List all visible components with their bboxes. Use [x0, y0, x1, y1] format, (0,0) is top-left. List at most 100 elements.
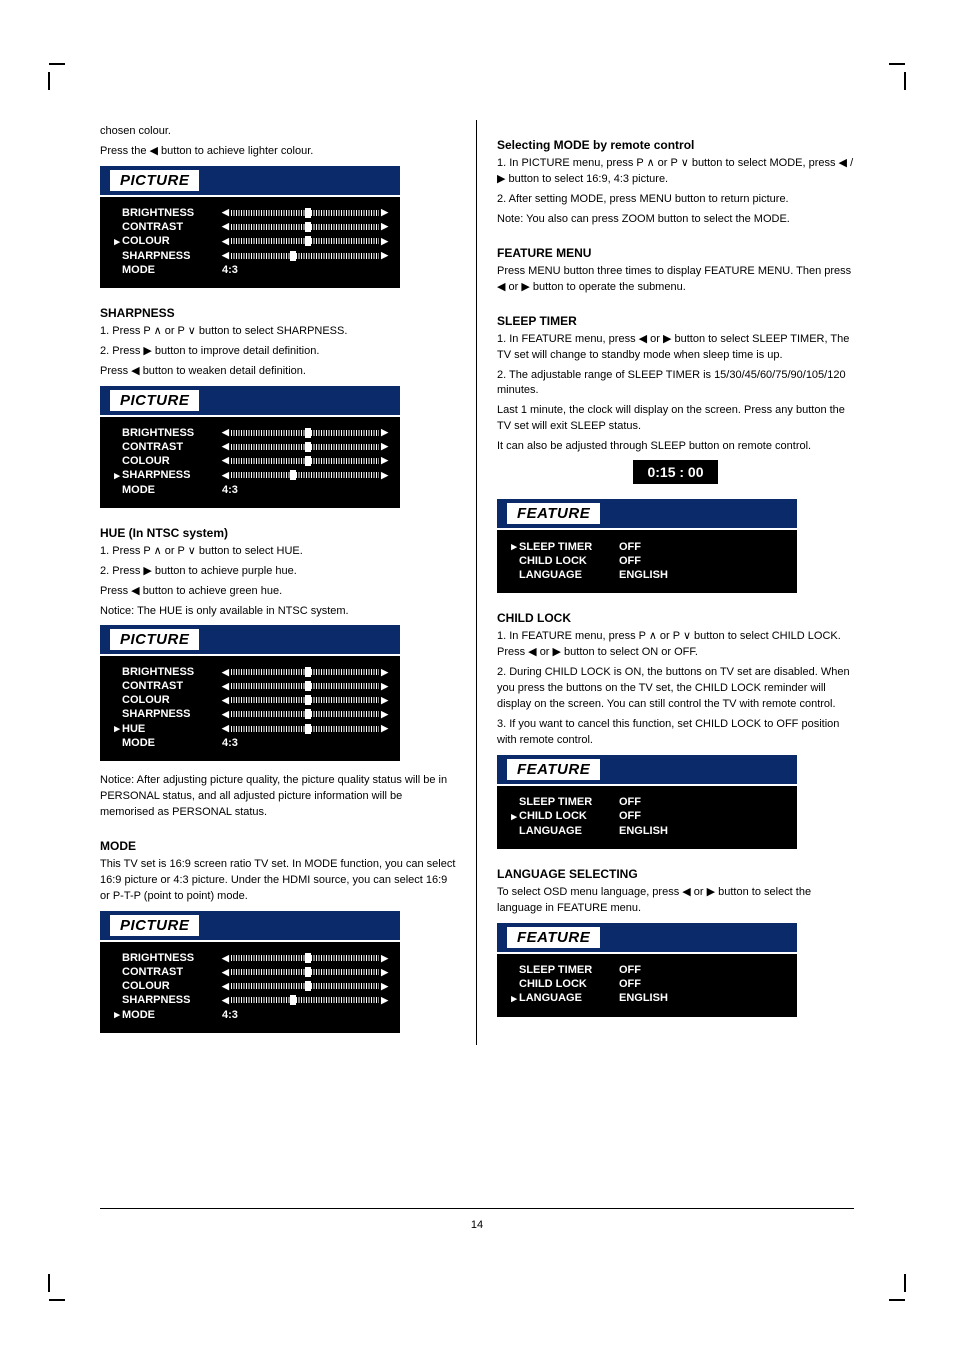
- osd-body: BRIGHTNESS◀▶CONTRAST◀▶COLOUR◀▶SHARPNESS◀…: [100, 940, 400, 1033]
- two-column-layout: chosen colour. Press the ◀ button to ach…: [60, 120, 894, 1045]
- slider-track: [231, 997, 379, 1003]
- osd-label: CONTRAST: [122, 441, 222, 453]
- osd-title: FEATURE: [507, 503, 600, 524]
- body-text: chosen colour.: [100, 124, 456, 140]
- body-text: Press the ◀ button to achieve lighter co…: [100, 144, 456, 160]
- left-arrow-icon: ◀: [222, 250, 229, 261]
- slider-bar: ◀▶: [222, 427, 388, 438]
- osd-value: ◀▶: [222, 709, 388, 720]
- osd-label: MODE: [122, 264, 222, 276]
- osd-label: COLOUR: [122, 235, 222, 247]
- right-arrow-icon: ▶: [381, 953, 388, 964]
- osd-feature-2: FEATURESLEEP TIMEROFF▸CHILD LOCKOFFLANGU…: [497, 755, 797, 849]
- right-arrow-icon: ▶: [381, 427, 388, 438]
- crop-mark-icon: [889, 1274, 924, 1309]
- slider-bar: ◀▶: [222, 681, 388, 692]
- section-heading: CHILD LOCK: [497, 611, 854, 625]
- osd-value: ◀▶: [222, 427, 388, 438]
- cursor-icon: ▸: [112, 1008, 122, 1021]
- slider-thumb: [305, 442, 311, 452]
- slider-bar: ◀▶: [222, 236, 388, 247]
- osd-value: OFF: [619, 541, 785, 553]
- right-arrow-icon: ▶: [381, 470, 388, 481]
- slider-bar: ◀▶: [222, 207, 388, 218]
- osd-value: ◀▶: [222, 695, 388, 706]
- osd-row: ▸COLOUR◀▶: [112, 235, 388, 248]
- left-arrow-icon: ◀: [222, 709, 229, 720]
- osd-label: LANGUAGE: [519, 569, 619, 581]
- osd-label: SHARPNESS: [122, 708, 222, 720]
- right-arrow-icon: ▶: [381, 455, 388, 466]
- osd-value: OFF: [619, 978, 785, 990]
- osd-row: BRIGHTNESS◀▶: [112, 207, 388, 219]
- osd-label: SHARPNESS: [122, 994, 222, 1006]
- section-heading: LANGUAGE SELECTING: [497, 867, 854, 881]
- section-heading: MODE: [100, 839, 456, 853]
- body-text: 2. During CHILD LOCK is ON, the buttons …: [497, 665, 854, 713]
- slider-track: [231, 726, 379, 732]
- cursor-icon: ▸: [509, 992, 519, 1005]
- osd-feature-1: FEATURE ▸SLEEP TIMEROFFCHILD LOCKOFFLANGU…: [497, 499, 797, 593]
- right-arrow-icon: ▶: [381, 221, 388, 232]
- slider-bar: ◀▶: [222, 981, 388, 992]
- slider-track: [231, 238, 379, 244]
- slider-bar: ◀▶: [222, 967, 388, 978]
- slider-bar: ◀▶: [222, 470, 388, 481]
- osd-value: ◀▶: [222, 723, 388, 734]
- osd-picture-4: PICTUREBRIGHTNESS◀▶CONTRAST◀▶COLOUR◀▶SHA…: [100, 911, 400, 1033]
- osd-body: BRIGHTNESS◀▶CONTRAST◀▶COLOUR◀▶▸SHARPNESS…: [100, 415, 400, 508]
- osd-value: OFF: [619, 555, 785, 567]
- body-text: Notice: The HUE is only available in NTS…: [100, 604, 456, 620]
- osd-value: ◀▶: [222, 441, 388, 452]
- osd-body: ▸SLEEP TIMEROFFCHILD LOCKOFFLANGUAGEENGL…: [497, 528, 797, 593]
- osd-title-bar: PICTURE: [100, 625, 400, 654]
- crop-mark-icon: [30, 55, 65, 90]
- body-text: Last 1 minute, the clock will display on…: [497, 403, 854, 435]
- osd-label: CHILD LOCK: [519, 978, 619, 990]
- body-text: 1. In FEATURE menu, press P ∧ or P ∨ but…: [497, 629, 854, 661]
- osd-row: MODE4:3: [112, 264, 388, 276]
- osd-picture-2: PICTUREBRIGHTNESS◀▶CONTRAST◀▶COLOUR◀▶▸SH…: [100, 386, 400, 508]
- slider-thumb: [305, 724, 311, 734]
- osd-label: SLEEP TIMER: [519, 964, 619, 976]
- slider-track: [231, 969, 379, 975]
- left-arrow-icon: ◀: [222, 681, 229, 692]
- osd-row: SLEEP TIMEROFF: [509, 964, 785, 976]
- osd-title-bar: FEATURE: [497, 499, 797, 528]
- right-arrow-icon: ▶: [381, 250, 388, 261]
- osd-value: ◀▶: [222, 967, 388, 978]
- left-arrow-icon: ◀: [222, 207, 229, 218]
- osd-row: COLOUR◀▶: [112, 694, 388, 706]
- section-heading: HUE (In NTSC system): [100, 526, 456, 540]
- slider-track: [231, 444, 379, 450]
- body-text: Note: You also can press ZOOM button to …: [497, 212, 854, 228]
- sleep-timer-value: 0:15 : 00: [632, 459, 718, 485]
- slider-track: [231, 683, 379, 689]
- osd-value: ◀▶: [222, 953, 388, 964]
- section-heading: SHARPNESS: [100, 306, 456, 320]
- osd-row: LANGUAGEENGLISH: [509, 569, 785, 581]
- right-arrow-icon: ▶: [381, 236, 388, 247]
- slider-track: [231, 955, 379, 961]
- slider-track: [231, 224, 379, 230]
- right-arrow-icon: ▶: [381, 681, 388, 692]
- osd-label: CHILD LOCK: [519, 555, 619, 567]
- osd-feature-3: FEATURESLEEP TIMEROFFCHILD LOCKOFF▸LANGU…: [497, 923, 797, 1017]
- right-arrow-icon: ▶: [381, 723, 388, 734]
- left-arrow-icon: ◀: [222, 441, 229, 452]
- osd-label: MODE: [122, 484, 222, 496]
- left-arrow-icon: ◀: [222, 236, 229, 247]
- left-arrow-icon: ◀: [222, 470, 229, 481]
- right-arrow-icon: ▶: [381, 981, 388, 992]
- osd-row: CONTRAST◀▶: [112, 441, 388, 453]
- osd-label: CONTRAST: [122, 221, 222, 233]
- osd-value: 4:3: [222, 737, 388, 749]
- slider-thumb: [290, 470, 296, 480]
- timer-display: 0:15 : 00: [497, 459, 854, 493]
- osd-value: ◀▶: [222, 236, 388, 247]
- osd-label: LANGUAGE: [519, 825, 619, 837]
- slider-track: [231, 430, 379, 436]
- right-arrow-icon: ▶: [381, 667, 388, 678]
- left-arrow-icon: ◀: [222, 667, 229, 678]
- osd-value: ◀▶: [222, 250, 388, 261]
